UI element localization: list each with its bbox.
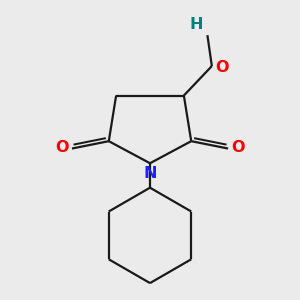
Text: O: O — [232, 140, 245, 155]
Text: H: H — [190, 17, 203, 32]
Text: O: O — [215, 60, 229, 75]
Text: N: N — [143, 166, 157, 181]
Text: O: O — [55, 140, 68, 155]
